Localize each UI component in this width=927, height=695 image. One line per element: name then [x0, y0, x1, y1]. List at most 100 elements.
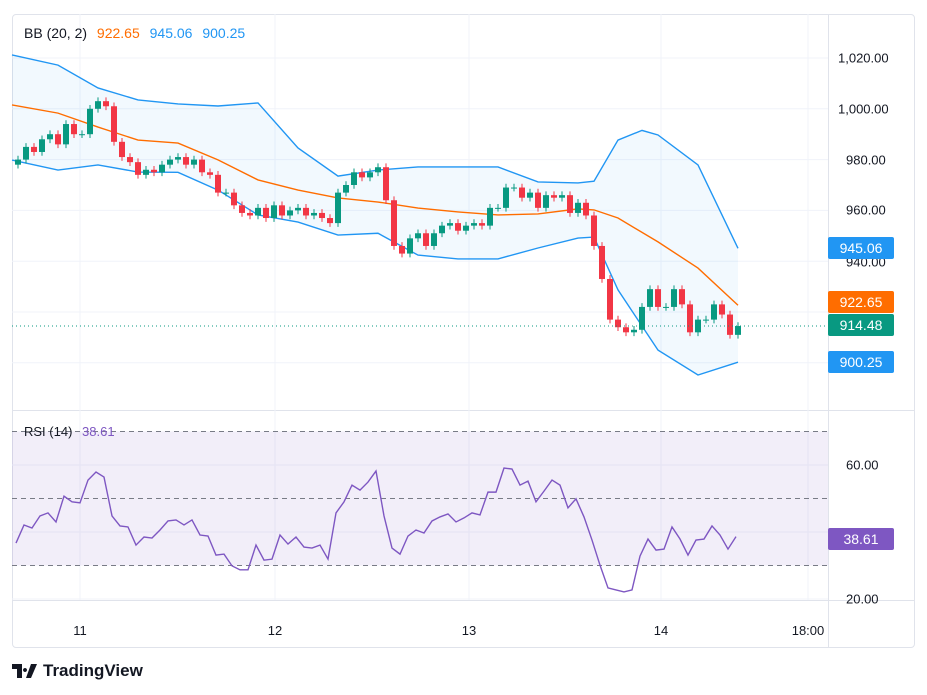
candle-up: [447, 223, 453, 226]
candle-down: [519, 187, 525, 198]
bb-middle-value: 922.65: [96, 25, 140, 41]
candle-down: [623, 327, 629, 333]
tradingview-logo-icon: [12, 664, 37, 678]
candle-up: [407, 238, 413, 254]
candle-down: [55, 134, 61, 145]
candle-down: [71, 124, 77, 135]
candle-down: [111, 106, 117, 142]
candle-up: [663, 306, 669, 308]
candle-up: [639, 306, 645, 330]
candle-down: [383, 167, 389, 201]
time-tick: 14: [653, 623, 669, 638]
candle-up: [295, 207, 301, 211]
candle-down: [127, 157, 133, 163]
candle-up: [191, 159, 197, 165]
rsi-legend: RSI (14) 38.61: [24, 424, 121, 439]
candle-up: [495, 207, 501, 209]
candle-up: [711, 304, 717, 320]
candle-down: [591, 215, 597, 246]
time-tick: 12: [267, 623, 283, 638]
candle-up: [311, 212, 317, 216]
rsi-tick: 20.00: [846, 591, 879, 607]
candle-up: [271, 205, 277, 219]
rsi-tick: 60.00: [846, 457, 879, 473]
candle-down: [719, 304, 725, 315]
candle-down: [247, 212, 253, 216]
candle-up: [167, 159, 173, 165]
candle-up: [47, 134, 53, 140]
candle-up: [367, 172, 373, 178]
candle-up: [735, 326, 741, 335]
bb-upper-value: 945.06: [149, 25, 193, 41]
candle-up: [95, 101, 101, 109]
candle-up: [631, 329, 637, 333]
candle-down: [279, 205, 285, 216]
candle-up: [703, 319, 709, 321]
candle-down: [319, 212, 325, 219]
price-tick: 960.00: [846, 202, 886, 218]
candle-up: [39, 139, 45, 152]
price-tick: 1,020.00: [838, 50, 889, 66]
candle-up: [255, 207, 261, 216]
candle-up: [335, 192, 341, 224]
candle-down: [215, 174, 221, 193]
candle-up: [15, 159, 21, 165]
rsi-label: RSI (14): [24, 424, 73, 439]
candle-down: [119, 141, 125, 158]
candle-up: [431, 233, 437, 246]
candle-down: [151, 169, 157, 173]
bb-lower-badge: 900.25: [828, 351, 894, 373]
brand-name: TradingView: [43, 661, 143, 680]
candle-down: [391, 200, 397, 246]
candle-up: [79, 134, 85, 136]
candle-down: [423, 233, 429, 246]
candle-down: [679, 289, 685, 305]
candle-up: [343, 185, 349, 193]
candle-up: [351, 172, 357, 185]
candle-down: [359, 172, 365, 178]
bb-upper-line: [11, 54, 739, 249]
candle-down: [207, 172, 213, 175]
time-tick: 18:00: [791, 623, 825, 638]
candle-up: [471, 223, 477, 226]
price-tick: 980.00: [846, 152, 886, 168]
tradingview-logo[interactable]: TradingView: [12, 661, 143, 681]
candle-up: [695, 319, 701, 333]
candle-down: [727, 314, 733, 335]
candle-down: [183, 157, 189, 165]
candle-up: [143, 169, 149, 175]
candle-down: [231, 192, 237, 206]
last-price-badge: 914.48: [828, 314, 894, 336]
bb-legend: BB (20, 2) 922.65 945.06 900.25: [24, 25, 251, 41]
price-tick: 1,000.00: [838, 101, 889, 117]
candle-down: [31, 146, 37, 152]
candle-down: [479, 223, 485, 226]
candle-down: [239, 205, 245, 213]
bb-middle-badge: 922.65: [828, 291, 894, 313]
candle-up: [287, 210, 293, 216]
candle-down: [263, 207, 269, 219]
candle-down: [599, 245, 605, 279]
candle-down: [199, 159, 205, 173]
rsi-line: [15, 467, 737, 593]
candle-up: [439, 225, 445, 234]
candle-down: [303, 207, 309, 216]
bb-lower-value: 900.25: [202, 25, 246, 41]
time-tick: 11: [73, 623, 87, 638]
candle-up: [511, 187, 517, 189]
candle-up: [487, 207, 493, 226]
candle-up: [375, 167, 381, 173]
candle-up: [575, 202, 581, 213]
candle-up: [23, 146, 29, 160]
bb-upper-badge: 945.06: [828, 237, 894, 259]
candle-up: [503, 187, 509, 208]
candle-down: [327, 218, 333, 224]
bb-label: BB (20, 2): [24, 25, 88, 41]
candle-up: [415, 233, 421, 239]
time-tick: 13: [461, 623, 477, 638]
candle-down: [583, 202, 589, 216]
candle-up: [647, 289, 653, 307]
candle-up: [223, 192, 229, 194]
candle-up: [559, 195, 565, 198]
